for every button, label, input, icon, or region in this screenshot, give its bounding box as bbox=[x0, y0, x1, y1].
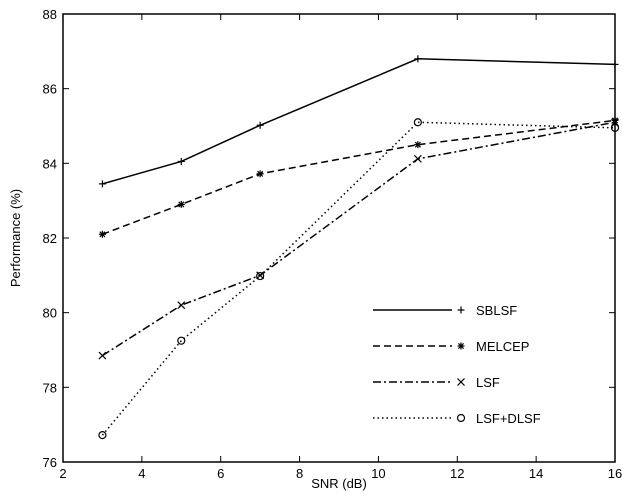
x-tick-label: 10 bbox=[371, 466, 385, 481]
legend-marker bbox=[457, 342, 465, 350]
data-point bbox=[177, 200, 185, 208]
x-tick-label: 14 bbox=[529, 466, 543, 481]
data-point bbox=[414, 55, 422, 63]
data-point bbox=[98, 431, 107, 440]
data-point bbox=[177, 157, 185, 165]
y-tick-label: 86 bbox=[43, 82, 57, 97]
data-point bbox=[611, 60, 619, 68]
y-tick-label: 78 bbox=[43, 380, 57, 395]
series-line bbox=[101, 121, 616, 436]
legend-marker bbox=[456, 413, 466, 423]
legend-label: LSF bbox=[476, 375, 500, 390]
data-point bbox=[98, 351, 107, 360]
data-point bbox=[414, 141, 422, 149]
series-melcep bbox=[98, 116, 619, 238]
series-sblsf bbox=[98, 55, 619, 188]
legend: SBLSF MELCEP LSF LSF+DLSF bbox=[373, 303, 541, 426]
x-tick-label: 2 bbox=[59, 466, 66, 481]
data-point bbox=[256, 271, 265, 281]
legend-label: MELCEP bbox=[476, 339, 529, 354]
x-tick-label: 16 bbox=[608, 466, 622, 481]
legend-entry: LSF+DLSF bbox=[373, 411, 541, 426]
y-tick-label: 84 bbox=[43, 156, 57, 171]
data-point bbox=[98, 230, 106, 238]
x-tick-label: 8 bbox=[296, 466, 303, 481]
data-point bbox=[256, 170, 264, 178]
x-tick-label: 12 bbox=[450, 466, 464, 481]
legend-entry: SBLSF bbox=[373, 303, 517, 318]
data-point bbox=[413, 118, 422, 127]
data-point bbox=[98, 180, 106, 188]
y-tick-label: 88 bbox=[43, 7, 57, 22]
y-axis-ticks: 76 78 80 82 84 86 88 bbox=[43, 7, 615, 470]
x-axis-ticks: 2 4 6 8 10 12 14 16 bbox=[59, 14, 622, 481]
data-point bbox=[256, 121, 264, 129]
y-tick-label: 82 bbox=[43, 231, 57, 246]
series-lsf-dlsf bbox=[98, 118, 620, 440]
data-point bbox=[177, 301, 186, 310]
data-point bbox=[610, 123, 620, 132]
legend-label: SBLSF bbox=[476, 303, 517, 318]
y-tick-label: 76 bbox=[43, 455, 57, 470]
series-layer bbox=[98, 55, 620, 440]
legend-entry: LSF bbox=[373, 375, 500, 390]
data-point bbox=[177, 336, 186, 345]
y-tick-label: 80 bbox=[43, 306, 57, 321]
legend-marker bbox=[457, 306, 465, 314]
plot-frame bbox=[62, 13, 616, 463]
x-tick-label: 6 bbox=[217, 466, 224, 481]
x-axis-label: SNR (dB) bbox=[311, 476, 367, 491]
x-tick-label: 4 bbox=[138, 466, 145, 481]
y-axis-label: Performance (%) bbox=[8, 189, 23, 287]
legend-label: LSF+DLSF bbox=[476, 411, 541, 426]
legend-marker bbox=[457, 378, 465, 386]
data-point bbox=[413, 154, 422, 163]
legend-entry: MELCEP bbox=[373, 339, 529, 354]
